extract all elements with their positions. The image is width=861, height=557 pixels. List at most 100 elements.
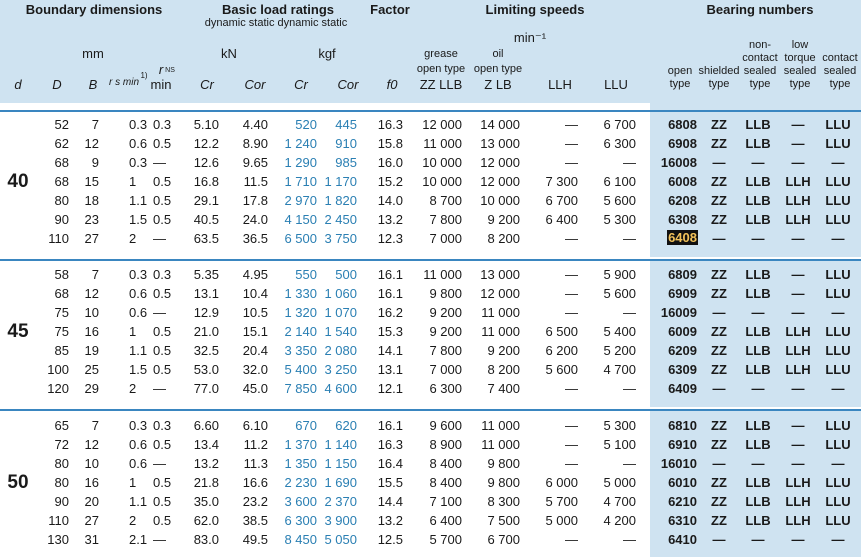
table-cell: 12 000 (480, 174, 520, 189)
table-cell: 12 (84, 437, 99, 452)
table-cell: — (565, 136, 578, 151)
table-cell: 65 (54, 418, 69, 433)
table-cell: 9 (91, 155, 99, 170)
table-cell: 68 (54, 286, 69, 301)
grease-label: grease (424, 48, 458, 60)
table-cell: 0.3 (129, 418, 148, 433)
table-cell: 29.1 (193, 193, 219, 208)
table-cell: 0.6 (129, 437, 148, 452)
oil-label: oil (492, 48, 504, 60)
bearing-variant: — (831, 155, 845, 170)
table-cell: 62 (54, 136, 69, 151)
table-cell: 7 500 (487, 513, 520, 528)
bearing-variant: — (751, 231, 765, 246)
table-cell: 1 690 (324, 475, 357, 490)
table-cell: — (623, 231, 636, 246)
table-cell: 16.8 (193, 174, 219, 189)
col-llu: LLU (604, 77, 628, 92)
table-cell: 7 000 (429, 231, 462, 246)
table-cell: 21.0 (193, 324, 219, 339)
table-cell: 9 800 (429, 286, 462, 301)
table-cell: 1 710 (284, 174, 317, 189)
table-cell: 16.1 (377, 286, 403, 301)
bearing-variant: LLB (745, 286, 771, 301)
bearing-variant: — (831, 305, 845, 320)
bearing-variant: ZZ (711, 174, 727, 189)
table-cell: 1 170 (324, 174, 357, 189)
bearing-variant: — (712, 456, 726, 471)
table-cell: — (565, 305, 578, 320)
bearing-variant: ZZ (711, 136, 727, 151)
table-cell: 8 450 (284, 532, 317, 547)
table-cell: — (153, 456, 166, 471)
bearing-number-highlighted: 6408 (667, 230, 698, 245)
table-cell: 910 (335, 136, 357, 151)
col-llh: LLH (548, 77, 572, 92)
oil-open-type: open type (473, 63, 523, 75)
table-cell: 0.5 (153, 475, 172, 490)
table-cell: 49.5 (242, 532, 268, 547)
bearing-variant: — (791, 231, 805, 246)
bore-diameter: 50 (7, 472, 29, 493)
table-cell: 25 (84, 362, 99, 377)
table-cell: 12.5 (377, 532, 403, 547)
table-cell: 1.5 (129, 212, 148, 227)
group-separator (0, 409, 861, 411)
bearing-number: 6908 (668, 136, 697, 151)
bearing-number: 6210 (668, 494, 697, 509)
table-cell: 7 (91, 117, 99, 132)
table-cell: 68 (54, 174, 69, 189)
bearing-number: 6209 (668, 343, 697, 358)
col-f0: f0 (386, 77, 398, 92)
bearing-variant: — (831, 381, 845, 396)
col-cor-kgf: Cor (337, 77, 359, 92)
bearing-variant: LLH (785, 494, 811, 509)
table-cell: 5 700 (545, 494, 578, 509)
bearing-variant: — (791, 418, 805, 433)
bearing-variant: LLB (745, 174, 771, 189)
bearing-variant: — (791, 532, 805, 547)
col-rsmin: r s min (109, 77, 139, 88)
table-cell: 40.5 (193, 212, 219, 227)
table-cell: 2 (129, 513, 137, 528)
unit-min: min⁻¹ (513, 30, 547, 45)
table-cell: 1 070 (324, 305, 357, 320)
table-cell: 10 000 (422, 155, 462, 170)
table-cell: 36.5 (242, 231, 268, 246)
rns-sub: NS (165, 67, 175, 74)
table-cell: 2 230 (284, 475, 317, 490)
bearing-number: 6808 (668, 117, 697, 132)
table-cell: 3 350 (284, 343, 317, 358)
table-cell: 6.60 (193, 418, 219, 433)
table-cell: 80 (54, 193, 69, 208)
unit-kn: kN (221, 46, 237, 61)
bearing-variant: — (712, 155, 726, 170)
bearing-type-header: type (749, 78, 771, 90)
table-cell: 15.8 (377, 136, 403, 151)
table-cell: 6.10 (242, 418, 268, 433)
col-footnote: 1) (140, 71, 148, 80)
table-cell: — (623, 532, 636, 547)
bearing-number: 6310 (668, 513, 697, 528)
bearing-variant: — (791, 267, 805, 282)
table-cell: 1 290 (284, 155, 317, 170)
table-cell: 2 450 (324, 212, 357, 227)
bore-diameter: 45 (7, 321, 29, 342)
table-cell: 8.90 (242, 136, 268, 151)
table-cell: 0.5 (153, 437, 172, 452)
bearing-variant: ZZ (711, 267, 727, 282)
table-cell: 0.5 (153, 324, 172, 339)
table-cell: 8 700 (429, 193, 462, 208)
table-cell: 5 400 (284, 362, 317, 377)
table-cell: 17.8 (242, 193, 268, 208)
table-cell: 11 000 (481, 437, 520, 452)
bearing-type-header: type (669, 78, 691, 90)
table-cell: — (565, 231, 578, 246)
table-cell: 5 300 (603, 212, 636, 227)
bearing-number: 6308 (668, 212, 697, 227)
bearing-variant: LLU (825, 418, 851, 433)
bearing-number: 6409 (668, 381, 697, 396)
table-cell: 1 140 (324, 437, 357, 452)
table-cell: 6 700 (545, 193, 578, 208)
grease-codes: ZZ LLB (419, 77, 463, 92)
